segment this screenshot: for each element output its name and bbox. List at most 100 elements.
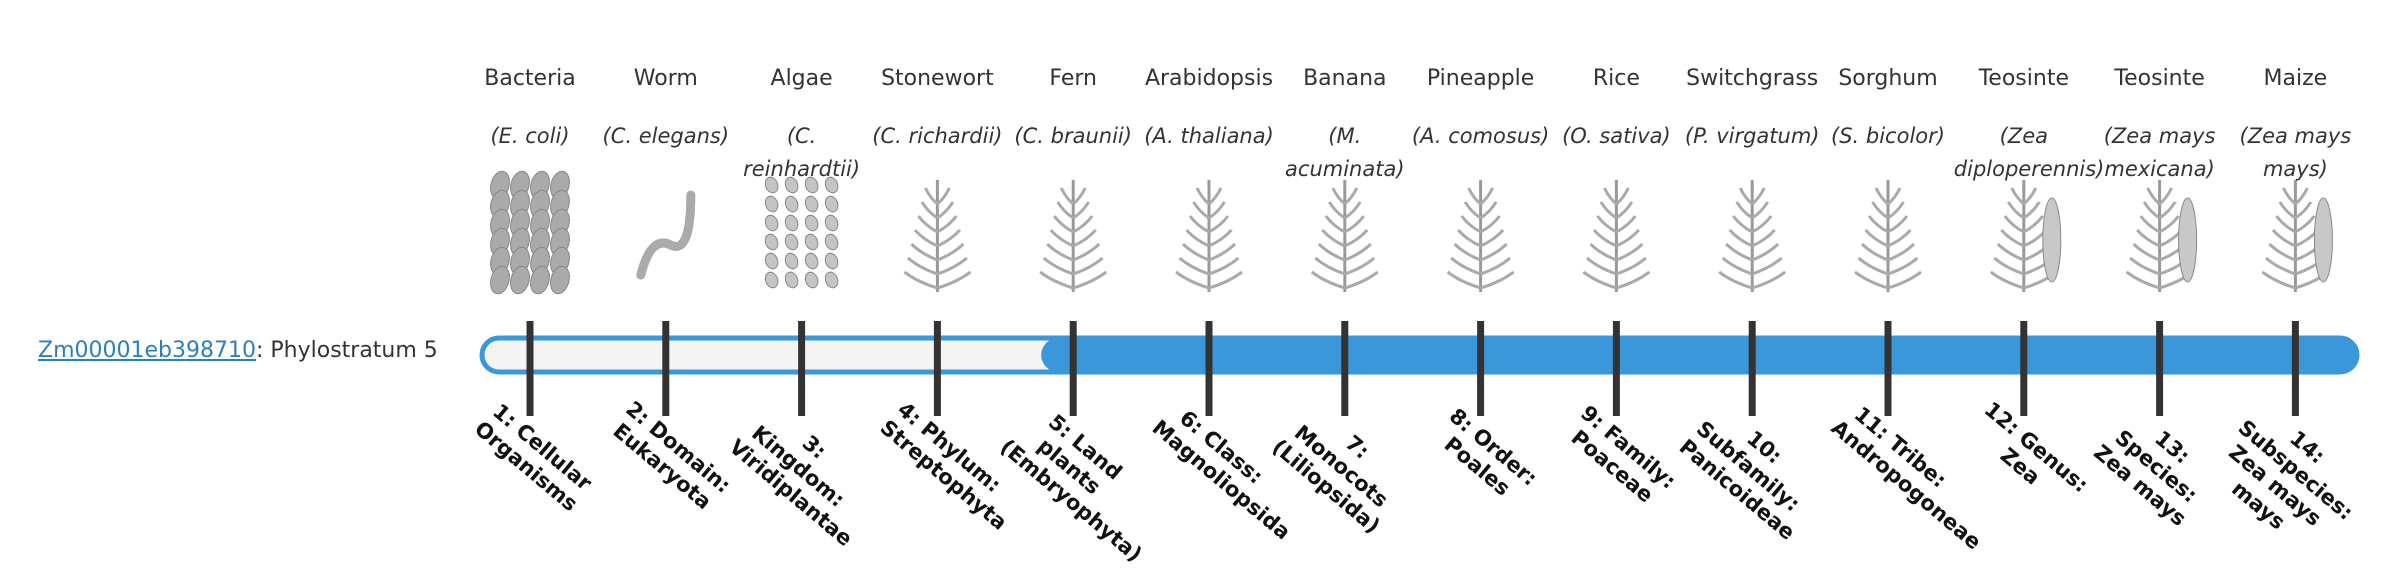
sketch — [2278, 201, 2313, 220]
sketch — [1732, 215, 1773, 234]
sketch — [2007, 201, 2041, 220]
organism-illustration — [764, 176, 839, 289]
sketch — [2003, 215, 2044, 234]
sketch — [784, 233, 799, 251]
organism-species: (Zea mays mays) — [2239, 124, 2352, 181]
sketch — [1599, 201, 1634, 220]
sketch — [1854, 270, 1922, 290]
sketch — [2010, 187, 2038, 206]
sketch — [2139, 215, 2180, 234]
sketch — [1185, 228, 1233, 248]
sketch — [1324, 215, 1365, 234]
sketch — [764, 214, 779, 232]
sketch — [764, 195, 779, 213]
sketch — [1860, 242, 1916, 262]
sketch — [1331, 187, 1359, 206]
sketch — [913, 228, 962, 248]
sketch — [824, 195, 839, 213]
sketch — [2146, 187, 2173, 206]
organism-illustration — [2261, 180, 2333, 292]
sketch — [804, 176, 819, 194]
sketch — [824, 176, 839, 194]
sketch — [804, 214, 819, 232]
sketch — [1864, 228, 1912, 248]
sketch — [1718, 270, 1787, 290]
organism-name: Pineapple — [1426, 66, 1535, 91]
organism-name: Maize — [2263, 66, 2328, 91]
sketch — [1317, 242, 1372, 262]
sketch — [530, 265, 550, 295]
organism-species: (C. elegans) — [602, 124, 730, 148]
organism-name: Teosinte — [1978, 66, 2069, 91]
sketch — [1046, 242, 1101, 262]
organism-species: (A. thaliana) — [1144, 124, 1274, 148]
sketch — [1463, 201, 1498, 220]
sketch — [1195, 187, 1223, 206]
organism-species: (O. sativa) — [1562, 124, 1671, 148]
sketch — [910, 242, 965, 262]
sketch — [1592, 228, 1641, 248]
sketch — [784, 271, 799, 289]
sketch — [1450, 256, 1512, 276]
sketch — [1053, 215, 1094, 234]
sketch — [924, 187, 951, 206]
sketch — [1178, 256, 1240, 276]
gene-stratum: : Phylostratum 5 — [255, 338, 438, 363]
sketch — [1192, 201, 1226, 220]
sketch — [1596, 215, 1637, 234]
sketch — [917, 215, 958, 234]
sketch — [1603, 187, 1630, 206]
sketch — [764, 233, 779, 251]
organism-name: Teosinte — [2114, 66, 2205, 91]
sketch — [824, 252, 839, 270]
sketch — [1188, 215, 1230, 234]
bar-fill-end — [1075, 338, 2323, 372]
organism-species: (C. braunii) — [1014, 124, 1132, 148]
sketch — [1328, 201, 1362, 220]
sketch — [1738, 187, 1766, 206]
sketch — [804, 195, 819, 213]
organism-name: Bacteria — [484, 66, 576, 91]
sketch — [636, 190, 696, 280]
sketch — [2042, 197, 2062, 283]
organism-illustration — [636, 190, 696, 280]
sketch — [804, 252, 819, 270]
sketch — [1059, 187, 1087, 206]
sketch — [804, 233, 819, 251]
sketch — [1056, 201, 1090, 220]
sketch — [1857, 256, 1919, 276]
organism-species: (C. richardii) — [872, 124, 1003, 148]
sketch — [784, 252, 799, 270]
sketch — [1042, 256, 1104, 276]
sketch — [1039, 270, 1108, 290]
organism-species: (Zea mays mexicana) — [2103, 124, 2216, 181]
organism-illustration — [1446, 180, 1515, 292]
organism-species: (M. acuminata) — [1285, 124, 1405, 181]
organism-name: Sorghum — [1838, 66, 1938, 91]
sketch — [1460, 215, 1501, 234]
sketch — [1871, 201, 1905, 220]
sketch — [784, 176, 799, 194]
organism-name: Algae — [770, 66, 833, 91]
organism-species: (E. coli) — [490, 124, 570, 148]
organism-name: Worm — [633, 66, 698, 91]
sketch — [906, 256, 968, 276]
sketch — [1585, 256, 1647, 276]
sketch — [1467, 187, 1494, 206]
sketch — [1735, 201, 1769, 220]
organism-species: (A. comosus) — [1411, 124, 1550, 148]
organism-species: (P. virgatum) — [1684, 124, 1820, 148]
organism-name: Stonewort — [881, 66, 994, 91]
organism-illustration — [2125, 180, 2198, 292]
organism-illustration — [1175, 180, 1243, 292]
sketch — [2142, 201, 2177, 220]
sketch — [1456, 228, 1505, 248]
sketch — [2275, 215, 2316, 234]
organism-name: Banana — [1303, 66, 1387, 91]
sketch — [824, 233, 839, 251]
sketch — [1175, 270, 1243, 290]
gene-link[interactable]: Zm00001eb398710 — [38, 338, 256, 363]
organism-illustration — [1310, 180, 1379, 292]
